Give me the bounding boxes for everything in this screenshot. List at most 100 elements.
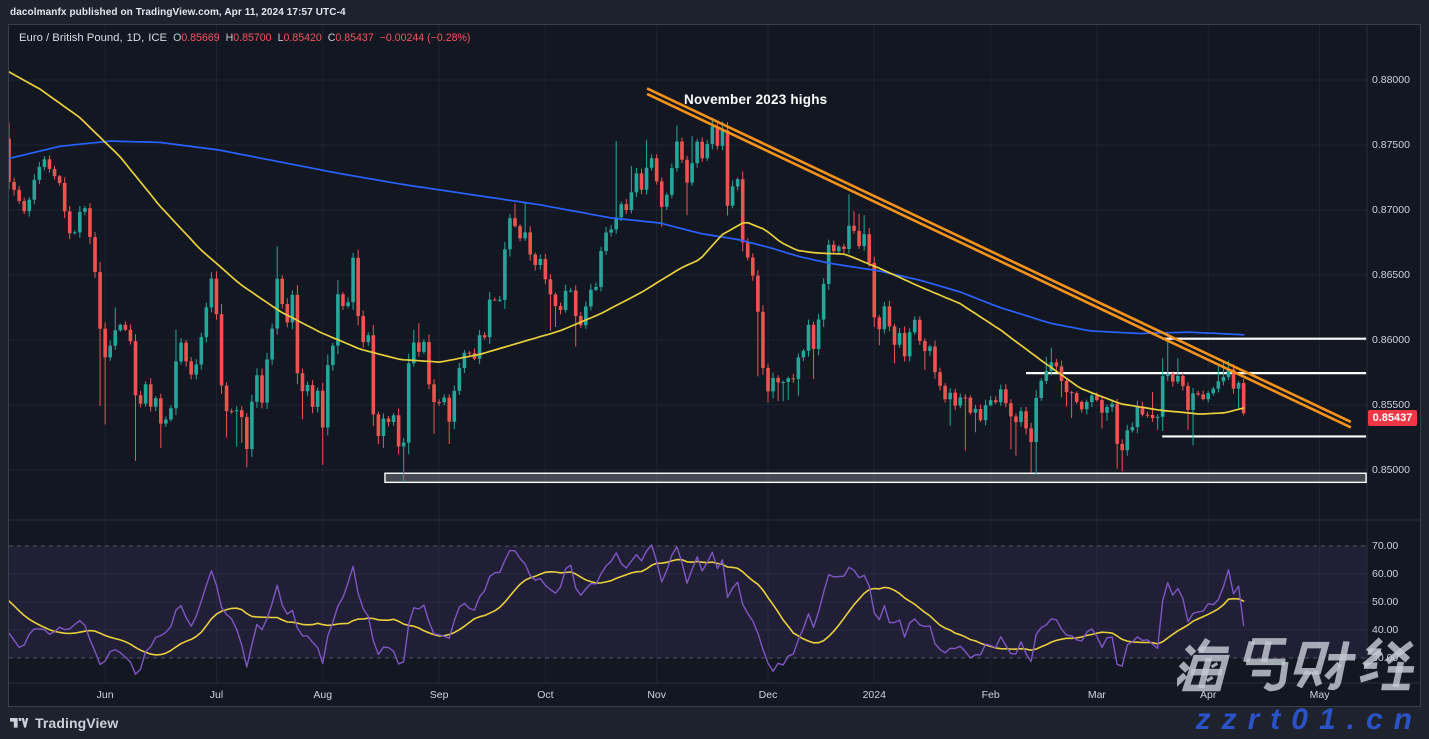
time-axis-label: Nov	[647, 689, 667, 701]
chart-annotation[interactable]: November 2023 highs	[684, 92, 828, 107]
candle-body	[1236, 383, 1241, 389]
candle-body	[907, 332, 912, 357]
time-axis-label: Jun	[96, 689, 114, 701]
candle-body	[983, 405, 988, 421]
candle-body	[847, 225, 851, 249]
candle-body	[715, 126, 720, 146]
candle-body	[973, 408, 978, 413]
candle-body	[988, 400, 993, 406]
candle-body	[705, 144, 710, 159]
ohlc-label: H	[225, 32, 234, 44]
candle-body	[442, 397, 446, 403]
candle-body	[62, 182, 67, 212]
candle-body	[1181, 375, 1185, 387]
candle-body	[629, 192, 634, 210]
candle-body	[523, 232, 527, 239]
candle-body	[614, 217, 618, 230]
candle-body	[619, 204, 624, 218]
candle-body	[204, 307, 209, 338]
candle-body	[1034, 397, 1038, 443]
candle-body	[730, 186, 735, 206]
tradingview-logo[interactable]: TradingView	[10, 714, 118, 732]
watermark-glyph-jing	[1359, 637, 1415, 691]
candle-body	[553, 294, 558, 307]
candle-body	[1155, 416, 1160, 418]
candle-body	[224, 385, 229, 412]
candle-body	[680, 141, 684, 160]
symbol-legend[interactable]: Euro / British Pound, 1D, ICE O0.85669 H0.85…	[19, 32, 471, 44]
candle-body	[17, 189, 21, 202]
candle-body	[902, 332, 907, 357]
candle-body	[1064, 380, 1069, 393]
candle-body	[816, 319, 821, 349]
candle-body	[336, 294, 340, 346]
ohlc-label: C	[327, 32, 336, 44]
watermark-glyph-hai	[1171, 638, 1230, 692]
glyph-stroke	[1184, 644, 1197, 656]
rsi-ma-line	[9, 558, 1245, 656]
candle-body	[32, 179, 37, 200]
candle-body	[1186, 386, 1190, 411]
candle-body	[933, 346, 937, 373]
candle-body	[260, 375, 264, 403]
candle-body	[432, 384, 436, 403]
candle-body	[978, 408, 983, 421]
candle-body	[1110, 403, 1114, 407]
candle-body	[477, 335, 482, 359]
candle-body	[331, 345, 335, 366]
candle-body	[391, 415, 396, 423]
candle-body	[776, 377, 780, 383]
glyph-stroke	[1324, 661, 1342, 680]
candle-body	[169, 408, 173, 420]
glyph-stroke	[1260, 641, 1272, 663]
candle-body	[108, 345, 112, 358]
candle-body	[872, 262, 877, 318]
candle-body	[67, 211, 72, 234]
candle-body	[78, 211, 82, 233]
candle-body	[1140, 406, 1145, 415]
candle-body	[538, 259, 543, 265]
candle-body	[138, 395, 143, 404]
candle-body	[280, 278, 285, 304]
candle-body	[52, 168, 57, 177]
candle-body	[573, 290, 578, 317]
watermark: zzrt01.cn	[1171, 634, 1423, 737]
glyph-stroke	[1296, 669, 1312, 689]
candle-body	[644, 167, 649, 190]
candle-body	[42, 159, 47, 167]
price-axis-label: 0.86500	[1372, 268, 1410, 281]
interval-label: 1D	[126, 32, 142, 44]
candle-body	[57, 176, 62, 183]
candle-body	[290, 294, 295, 323]
time-axis-label: Mar	[1087, 689, 1106, 701]
time-axis-label: Oct	[537, 689, 554, 701]
candle-body	[123, 324, 128, 330]
candle-body	[1120, 443, 1124, 451]
candle-body	[285, 303, 290, 323]
candle-body	[422, 342, 426, 352]
candle-body	[831, 244, 836, 252]
candle-body	[234, 410, 239, 412]
candle-body	[998, 389, 1003, 403]
candle-body	[1125, 430, 1130, 451]
ohlc-value: 0.85669	[181, 32, 220, 44]
candle-body	[918, 319, 922, 342]
candle-body	[366, 335, 371, 343]
price-axis-label: 0.87000	[1372, 203, 1410, 216]
time-axis-label: Feb	[981, 689, 1000, 701]
candle-body	[811, 324, 816, 349]
candle-body	[1004, 389, 1008, 404]
candle-body	[948, 392, 952, 400]
candle-body	[1095, 395, 1099, 401]
candle-body	[1069, 392, 1074, 394]
glyph-stroke	[1243, 641, 1256, 663]
candle-body	[88, 208, 92, 238]
candle-body	[1054, 362, 1059, 367]
candle-body	[310, 384, 315, 407]
rsi-axis-label: 40.00	[1372, 623, 1399, 636]
candle-body	[401, 442, 406, 447]
candle-body	[912, 319, 917, 333]
candle-body	[670, 168, 674, 195]
